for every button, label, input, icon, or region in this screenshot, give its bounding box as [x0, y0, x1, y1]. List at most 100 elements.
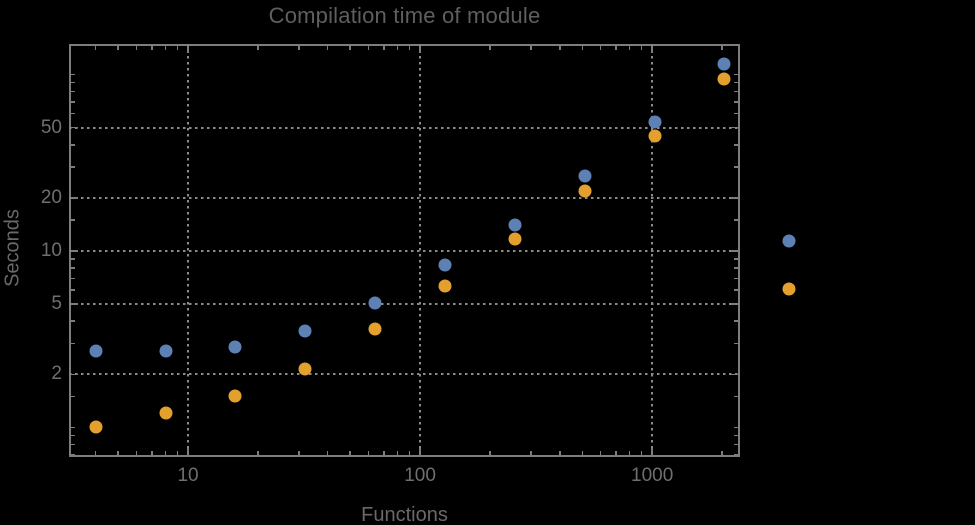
y-tick-mark-right [734, 454, 738, 456]
y-tick-mark-right [731, 373, 738, 376]
x-tick-mark [383, 451, 385, 455]
x-tick-mark [164, 451, 167, 455]
y-tick-mark [71, 267, 75, 269]
x-tick-mark [599, 451, 602, 455]
y-tick-mark-right [734, 277, 738, 280]
x-tick-mark [367, 451, 370, 455]
x-tick-mark-top [640, 46, 643, 50]
y-tick-mark-right [731, 303, 738, 305]
y-tick-mark-right [731, 197, 738, 199]
y-tick-mark-right [734, 144, 738, 146]
x-tick-mark [615, 451, 617, 455]
data-point-series-1-blue [648, 115, 662, 129]
y-tick-mark [71, 373, 78, 376]
x-tick-mark-top [298, 46, 300, 50]
data-point-series-2-orange [438, 279, 452, 293]
y-tick-mark [71, 443, 75, 446]
data-point-series-2-orange [578, 184, 592, 198]
data-point-series-2-orange [368, 322, 382, 336]
x-tick-mark-top [396, 46, 399, 50]
x-tick-mark [408, 451, 411, 455]
x-tick-mark-top [383, 46, 385, 50]
x-tick-mark-top [117, 46, 119, 50]
data-point-series-1-blue [508, 218, 522, 232]
y-tick-mark [71, 258, 75, 260]
y-tick-mark-right [734, 81, 738, 84]
y-tick-mark [71, 320, 75, 322]
y-tick-mark [71, 342, 75, 344]
x-tick-mark-top [176, 46, 179, 50]
data-point-series-2-orange [717, 72, 731, 86]
y-tick-mark-right [734, 289, 738, 291]
y-tick-mark-right [734, 90, 738, 93]
x-tick-mark [298, 451, 300, 455]
y-tick-mark-right [734, 395, 738, 398]
x-tick-mark-top [615, 46, 617, 50]
x-tick-mark [176, 451, 179, 455]
x-tick-mark [530, 451, 532, 455]
y-tick-mark [71, 112, 75, 115]
x-tick-mark [94, 451, 97, 455]
y-tick-mark-right [734, 112, 738, 115]
y-tick-mark-right [734, 219, 738, 221]
y-tick-mark [71, 395, 75, 398]
legend-marker-series-2-orange [782, 282, 796, 296]
gridline-vertical [651, 44, 654, 457]
x-tick-mark [326, 451, 329, 455]
y-tick-mark [71, 144, 75, 146]
y-tick-mark-right [734, 426, 738, 429]
y-tick-mark-right [734, 443, 738, 446]
x-tick-mark-top [559, 46, 561, 50]
x-tick-label: 10 [177, 465, 199, 486]
data-point-series-1-blue [438, 258, 452, 272]
x-tick-mark-top [419, 46, 421, 53]
y-tick-mark [71, 81, 75, 84]
y-tick-mark [71, 73, 75, 76]
data-point-series-1-blue [717, 57, 731, 71]
y-tick-mark [71, 277, 75, 280]
x-tick-mark-top [164, 46, 167, 50]
y-tick-mark-right [734, 320, 738, 322]
data-point-series-1-blue [159, 344, 173, 358]
x-tick-mark-top [326, 46, 329, 50]
data-point-series-1-blue [228, 340, 242, 354]
y-tick-mark [71, 289, 75, 291]
y-tick-mark [71, 90, 75, 93]
data-point-series-2-orange [228, 389, 242, 403]
x-tick-mark [257, 451, 259, 455]
y-tick-mark-right [731, 126, 738, 129]
data-point-series-2-orange [89, 420, 103, 434]
x-tick-mark [489, 451, 491, 455]
data-point-series-2-orange [508, 232, 522, 246]
x-tick-mark-top [599, 46, 602, 50]
x-tick-mark-top [628, 46, 631, 50]
x-tick-mark [721, 451, 723, 455]
data-point-series-2-orange [159, 406, 173, 420]
x-tick-label: 1000 [631, 465, 674, 486]
y-tick-mark [71, 166, 75, 168]
x-tick-mark-top [257, 46, 259, 50]
y-tick-label: 50 [40, 116, 62, 138]
data-point-series-1-blue [298, 324, 312, 338]
y-tick-mark [71, 454, 75, 456]
x-tick-mark-top [651, 46, 653, 53]
gridline-horizontal [69, 250, 740, 252]
x-tick-mark [349, 451, 351, 455]
x-tick-mark-top [135, 46, 138, 50]
y-tick-mark [71, 250, 78, 252]
x-tick-mark [628, 451, 631, 455]
gridline-horizontal [69, 126, 740, 129]
x-tick-mark-top [349, 46, 351, 50]
x-tick-mark [187, 448, 189, 455]
x-tick-mark-top [408, 46, 411, 50]
y-tick-mark-right [734, 434, 738, 437]
y-tick-label: 2 [51, 363, 62, 385]
y-tick-mark-right [734, 166, 738, 168]
y-tick-mark-right [734, 267, 738, 269]
data-point-series-1-blue [578, 169, 592, 183]
y-tick-label: 5 [51, 293, 62, 315]
y-tick-mark [71, 126, 78, 129]
data-point-series-1-blue [89, 344, 103, 358]
y-tick-mark [71, 197, 78, 199]
gridline-horizontal [69, 196, 740, 199]
